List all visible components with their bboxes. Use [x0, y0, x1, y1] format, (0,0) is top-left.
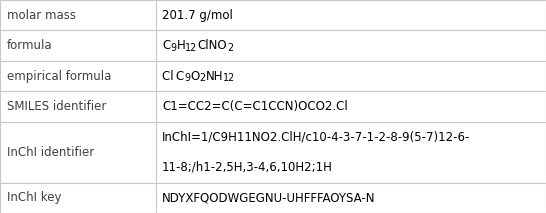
- Text: O: O: [191, 70, 200, 83]
- Text: 9: 9: [185, 73, 191, 83]
- Text: C: C: [162, 39, 170, 52]
- Text: 2: 2: [200, 73, 206, 83]
- Text: molar mass: molar mass: [7, 9, 75, 22]
- Text: InChI=1/C9H11NO2.ClH/c10-4-3-7-1-2-8-9(5-7)12-6-: InChI=1/C9H11NO2.ClH/c10-4-3-7-1-2-8-9(5…: [162, 130, 471, 143]
- Text: InChI key: InChI key: [7, 191, 61, 204]
- Text: InChI identifier: InChI identifier: [7, 146, 94, 159]
- Text: Cl C: Cl C: [162, 70, 185, 83]
- Text: 201.7 g/mol: 201.7 g/mol: [162, 9, 233, 22]
- Text: empirical formula: empirical formula: [7, 70, 111, 83]
- Text: 2: 2: [227, 43, 233, 53]
- Text: formula: formula: [7, 39, 52, 52]
- Text: NH: NH: [206, 70, 223, 83]
- Text: NDYXFQODWGEGNU-UHFFFAOYSA-N: NDYXFQODWGEGNU-UHFFFAOYSA-N: [162, 191, 376, 204]
- Text: C1=CC2=C(C=C1CCN)OCO2.Cl: C1=CC2=C(C=C1CCN)OCO2.Cl: [162, 100, 348, 113]
- Text: 12: 12: [185, 43, 198, 53]
- Text: ClNO: ClNO: [198, 39, 227, 52]
- Text: 11-8;/h1-2,5H,3-4,6,10H2;1H: 11-8;/h1-2,5H,3-4,6,10H2;1H: [162, 161, 333, 174]
- Text: 9: 9: [170, 43, 176, 53]
- Text: SMILES identifier: SMILES identifier: [7, 100, 106, 113]
- Text: 12: 12: [223, 73, 235, 83]
- Text: H: H: [176, 39, 185, 52]
